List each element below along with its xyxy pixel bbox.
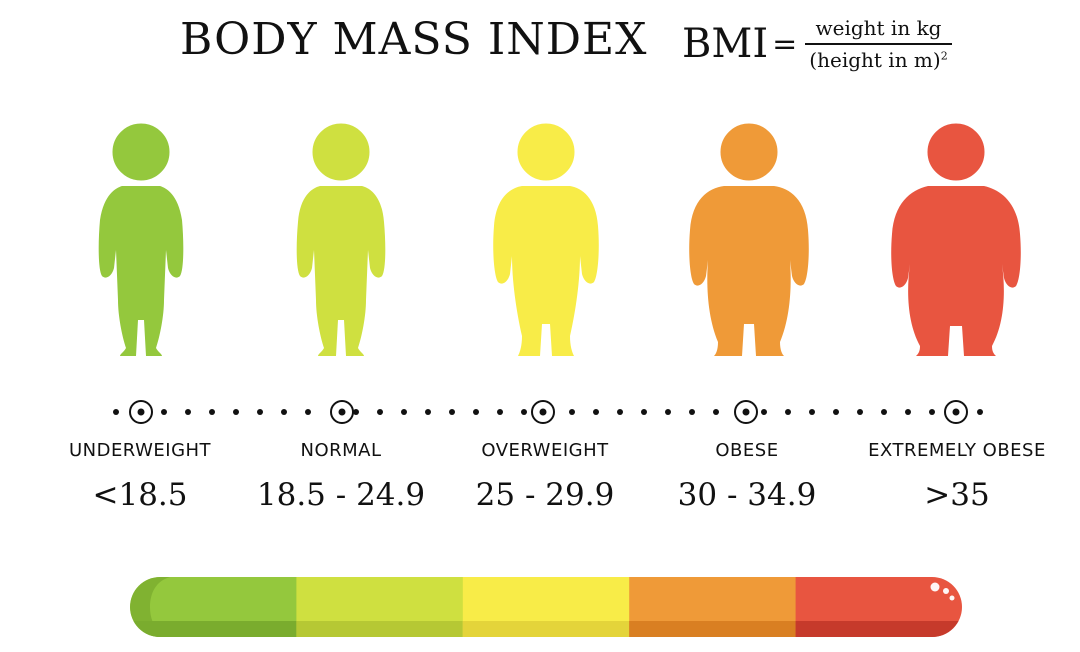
category-markers — [113, 400, 983, 424]
scale-segment-shadow — [629, 621, 797, 637]
dot — [785, 409, 791, 415]
category-labels: UNDERWEIGHT <18.5 NORMAL 18.5 - 24.9 OVE… — [0, 440, 1080, 520]
marker-dot — [952, 408, 960, 416]
dot — [497, 409, 503, 415]
heavier-person-icon — [493, 120, 599, 356]
dot — [641, 409, 647, 415]
very-heavy-person-icon — [891, 120, 1021, 356]
figure-head — [109, 120, 173, 184]
dot — [305, 409, 311, 415]
color-scale-bar — [130, 577, 962, 637]
scale-segment-shadow — [462, 621, 631, 637]
formula-fraction: weight in kg (height in m)2 — [805, 16, 952, 72]
figure-head — [514, 120, 578, 184]
dot — [713, 409, 719, 415]
dot — [761, 409, 767, 415]
dot — [209, 409, 215, 415]
dot — [233, 409, 239, 415]
dot — [257, 409, 263, 415]
dot — [161, 409, 167, 415]
dot — [809, 409, 815, 415]
category-name: EXTREMELY OBESE — [868, 440, 1046, 461]
marker-ring — [734, 400, 758, 424]
dot — [905, 409, 911, 415]
dot — [833, 409, 839, 415]
category-name: OBESE — [715, 440, 779, 461]
category-overweight: OVERWEIGHT 25 - 29.9 — [435, 440, 655, 513]
dot — [113, 409, 119, 415]
category-extremely-obese: EXTREMELY OBESE >35 — [847, 440, 1067, 513]
figure-row — [0, 110, 1080, 370]
dot — [449, 409, 455, 415]
dot — [377, 409, 383, 415]
category-range: 25 - 29.9 — [475, 477, 615, 513]
category-name: OVERWEIGHT — [481, 440, 609, 461]
figure-head — [717, 120, 781, 184]
dot — [929, 409, 935, 415]
dot — [617, 409, 623, 415]
dot — [281, 409, 287, 415]
marker-dot — [338, 408, 346, 416]
formula-lhs: BMI — [682, 21, 769, 67]
dot — [425, 409, 431, 415]
highlight-dot — [943, 588, 949, 594]
figure-head — [309, 120, 373, 184]
marker-ring — [330, 400, 354, 424]
highlight-dot — [930, 582, 940, 592]
scale-segment-shadow — [130, 621, 298, 637]
marker-ring — [129, 400, 153, 424]
formula-denominator: (height in m)2 — [805, 43, 952, 72]
marker-dot — [742, 408, 750, 416]
figure-body — [891, 186, 1021, 356]
figure-body — [493, 186, 599, 356]
figure-head — [924, 120, 988, 184]
dot — [473, 409, 479, 415]
highlight-dot — [949, 595, 955, 601]
dot — [977, 409, 983, 415]
category-range: <18.5 — [92, 477, 188, 513]
marker-dot — [137, 408, 145, 416]
category-underweight: UNDERWEIGHT <18.5 — [30, 440, 250, 513]
dot — [857, 409, 863, 415]
page-title: BODY MASS INDEX — [180, 14, 648, 65]
formula-exponent: 2 — [940, 49, 948, 63]
dot — [665, 409, 671, 415]
category-name: NORMAL — [300, 440, 382, 461]
heavy-person-icon — [689, 120, 809, 356]
figure-body — [296, 186, 386, 356]
dot — [881, 409, 887, 415]
bmi-formula: BMI = weight in kg (height in m)2 — [682, 6, 952, 82]
slim-person-icon — [98, 120, 184, 356]
dot — [401, 409, 407, 415]
category-range: >35 — [924, 477, 990, 513]
dot — [521, 409, 527, 415]
formula-denominator-text: (height in m) — [809, 48, 941, 72]
category-normal: NORMAL 18.5 - 24.9 — [231, 440, 451, 513]
marker-ring — [531, 400, 555, 424]
formula-equals: = — [772, 26, 798, 62]
scale-segment-shadow — [296, 621, 464, 637]
figure-body — [98, 186, 184, 356]
scale-segment-shadow — [795, 621, 962, 637]
dot — [689, 409, 695, 415]
dot — [185, 409, 191, 415]
dot — [593, 409, 599, 415]
category-name: UNDERWEIGHT — [68, 440, 212, 461]
category-obese: OBESE 30 - 34.9 — [637, 440, 857, 513]
figure-body — [689, 186, 809, 356]
dot — [569, 409, 575, 415]
formula-numerator: weight in kg — [815, 16, 942, 40]
average-person-icon — [296, 120, 386, 356]
category-range: 18.5 - 24.9 — [256, 477, 426, 513]
category-range: 30 - 34.9 — [677, 477, 817, 513]
marker-dot — [539, 408, 547, 416]
marker-ring — [944, 400, 968, 424]
dot — [353, 409, 359, 415]
scale-end-shading — [130, 577, 170, 637]
